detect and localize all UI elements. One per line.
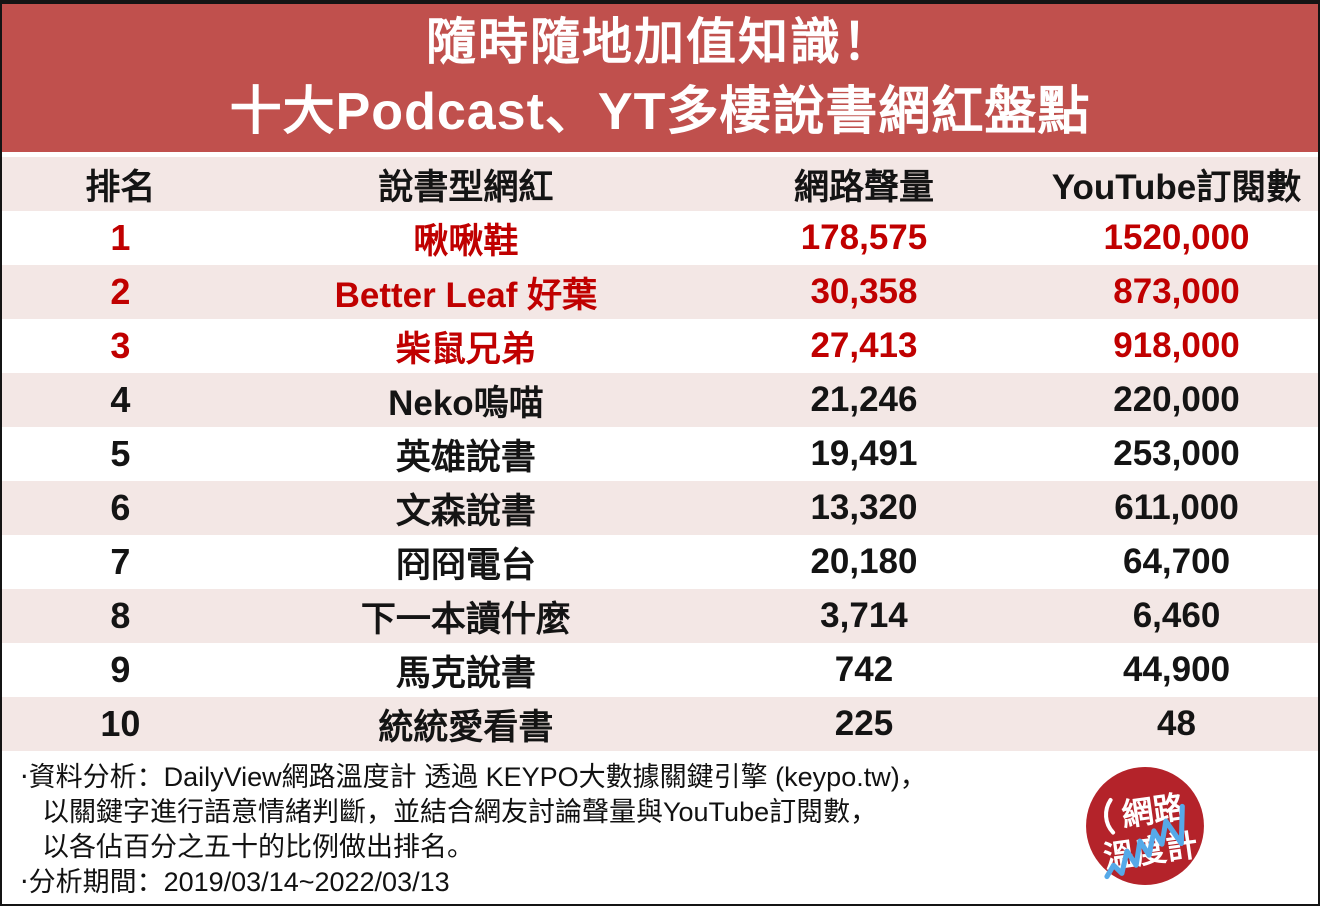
table-row: 8 下一本讀什麼 3,714 6,460 xyxy=(2,589,1318,643)
rank-cell: 1 xyxy=(110,217,131,258)
col-header-name: 說書型網紅 xyxy=(378,167,554,207)
volume-cell: 19,491 xyxy=(810,434,918,473)
subs-cell: 918,000 xyxy=(1113,326,1240,365)
rank-cell: 4 xyxy=(110,379,131,420)
footer-note-line: 以各佔百分之五十的比例做出排名。 xyxy=(42,832,474,862)
table-header-row: 排名 說書型網紅 網路聲量 YouTube訂閱數 xyxy=(2,157,1318,211)
rank-cell: 9 xyxy=(110,649,131,690)
table-row: 10 統統愛看書 225 48 xyxy=(2,697,1318,751)
subs-cell: 873,000 xyxy=(1113,272,1240,311)
title-banner: 隨時隨地加值知識！ 十大Podcast、YT多棲說書網紅盤點 xyxy=(2,4,1318,152)
volume-cell: 742 xyxy=(834,650,894,689)
subs-cell: 6,460 xyxy=(1132,596,1221,635)
name-cell: 冏冏電台 xyxy=(395,545,536,585)
table-row: 1 啾啾鞋 178,575 1520,000 xyxy=(2,211,1318,265)
rank-cell: 8 xyxy=(110,595,131,636)
rank-cell: 2 xyxy=(110,271,131,312)
page-title-line2: 十大Podcast、YT多棲說書網紅盤點 xyxy=(229,83,1091,141)
name-cell: Better Leaf 好葉 xyxy=(334,275,598,315)
table-row: 5 英雄說書 19,491 253,000 xyxy=(2,427,1318,481)
dailyview-logo: 網路 溫度計 xyxy=(1084,765,1206,887)
rank-cell: 7 xyxy=(110,541,131,582)
volume-cell: 27,413 xyxy=(810,326,918,365)
name-cell: 文森說書 xyxy=(395,491,536,531)
subs-cell: 1520,000 xyxy=(1103,218,1250,257)
name-cell: 下一本讀什麼 xyxy=(360,599,571,639)
subs-cell: 64,700 xyxy=(1122,542,1231,581)
footer-note-line: ‧分析期間：2019/03/14~2022/03/13 xyxy=(20,867,450,897)
name-cell: 柴鼠兄弟 xyxy=(395,329,536,369)
name-cell: 啾啾鞋 xyxy=(413,221,519,261)
logo-circle xyxy=(1086,767,1204,885)
table-row: 6 文森說書 13,320 611,000 xyxy=(2,481,1318,535)
ranking-table: 排名 說書型網紅 網路聲量 YouTube訂閱數 1 啾啾鞋 178,575 1… xyxy=(2,157,1318,751)
volume-cell: 21,246 xyxy=(810,380,918,419)
footer-note-line: ‧資料分析：DailyView網路溫度計 透過 KEYPO大數據關鍵引擎 (ke… xyxy=(20,762,927,792)
subs-cell: 611,000 xyxy=(1114,488,1239,527)
trend-line-icon xyxy=(1104,803,1185,880)
subs-cell: 253,000 xyxy=(1113,434,1240,473)
signal-wave-icon xyxy=(1104,798,1116,835)
page-title-line1: 隨時隨地加值知識！ xyxy=(426,14,894,70)
dailyview-logo-graphic: 網路 溫度計 xyxy=(1086,767,1204,885)
table-row: 2 Better Leaf 好葉 30,358 873,000 xyxy=(2,265,1318,319)
table-row: 9 馬克說書 742 44,900 xyxy=(2,643,1318,697)
col-header-subs: YouTube訂閱數 xyxy=(1051,167,1302,207)
volume-cell: 30,358 xyxy=(810,272,918,311)
table-row: 7 冏冏電台 20,180 64,700 xyxy=(2,535,1318,589)
subs-cell: 220,000 xyxy=(1113,380,1240,419)
rank-cell: 6 xyxy=(110,487,131,528)
logo-text-line1: 網路 xyxy=(1119,788,1187,832)
rank-cell: 10 xyxy=(100,703,141,744)
name-cell: Neko嗚喵 xyxy=(388,383,544,423)
volume-cell: 225 xyxy=(834,704,894,743)
subs-cell: 44,900 xyxy=(1122,650,1231,689)
volume-cell: 3,714 xyxy=(820,596,908,635)
banner-table-divider xyxy=(2,152,1318,157)
table-row: 3 柴鼠兄弟 27,413 918,000 xyxy=(2,319,1318,373)
subs-cell: 48 xyxy=(1157,704,1196,743)
footer-note-line: 以關鍵字進行語意情緒判斷，並結合網友討論聲量與YouTube訂閱數， xyxy=(42,797,878,827)
rank-cell: 3 xyxy=(110,325,131,366)
col-header-volume: 網路聲量 xyxy=(793,167,934,207)
name-cell: 馬克說書 xyxy=(395,653,536,693)
name-cell: 英雄說書 xyxy=(395,437,536,477)
volume-cell: 178,575 xyxy=(800,218,928,257)
volume-cell: 13,320 xyxy=(810,488,918,527)
volume-cell: 20,180 xyxy=(810,542,918,581)
col-header-rank: 排名 xyxy=(85,167,156,207)
rank-cell: 5 xyxy=(110,433,131,474)
name-cell: 統統愛看書 xyxy=(378,707,554,747)
table-row: 4 Neko嗚喵 21,246 220,000 xyxy=(2,373,1318,427)
source-footer: ‧資料分析：DailyView網路溫度計 透過 KEYPO大數據關鍵引擎 (ke… xyxy=(2,751,1318,904)
